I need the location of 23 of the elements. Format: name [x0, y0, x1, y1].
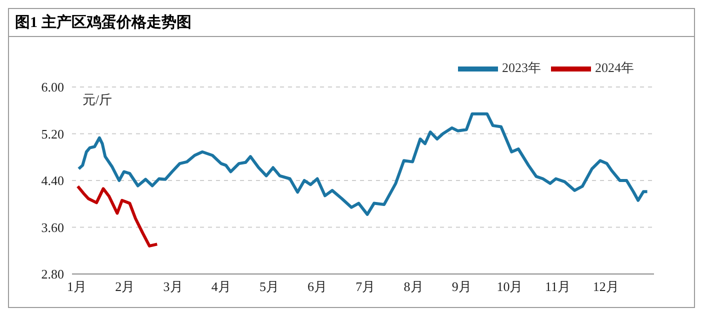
x-tick-label: 7月	[356, 279, 376, 294]
y-axis-title: 元/斤	[82, 92, 112, 108]
legend-label: 2023年	[502, 60, 541, 75]
y-tick-label: 2.80	[41, 266, 64, 282]
x-tick-label: 6月	[308, 279, 328, 294]
y-tick-label: 6.00	[41, 80, 64, 95]
x-tick-label: 8月	[404, 279, 424, 294]
x-tick-label: 12月	[592, 279, 619, 294]
y-tick-label: 4.40	[41, 173, 64, 188]
x-tick-label: 10月	[496, 279, 523, 294]
x-tick-label: 4月	[211, 279, 231, 294]
x-tick-label: 2月	[115, 279, 135, 294]
line-series	[77, 112, 649, 216]
legend-label: 2024年	[595, 60, 634, 75]
x-tick-label: 5月	[259, 279, 279, 294]
y-tick-label: 3.60	[41, 220, 64, 235]
x-tick-label: 11月	[545, 279, 571, 294]
y-tick-label: 5.20	[41, 126, 64, 142]
line-series	[76, 184, 159, 248]
x-tick-label: 9月	[452, 279, 472, 294]
x-tick-label: 3月	[163, 279, 183, 294]
x-tick-label: 1月	[67, 279, 87, 294]
chart-title: 图1 主产区鸡蛋价格走势图	[9, 9, 694, 37]
